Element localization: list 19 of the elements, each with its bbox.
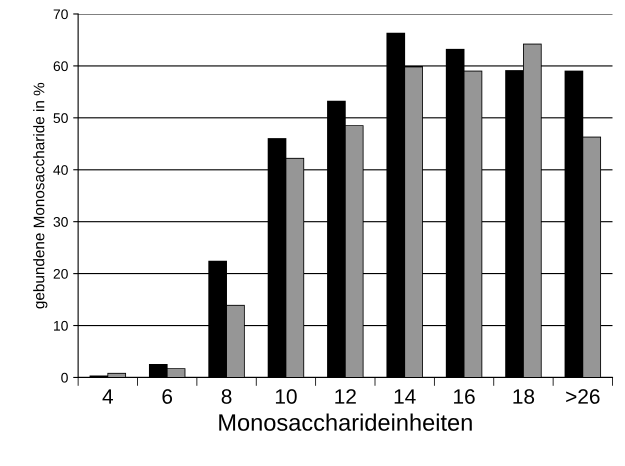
y-tick-label: 50 <box>54 113 68 123</box>
x-tick-label: 8 <box>222 389 232 404</box>
y-axis-title: gebundene Monosaccharide in % <box>33 82 48 308</box>
x-tick-label: 18 <box>513 389 534 404</box>
y-tick-label: 70 <box>54 9 68 20</box>
x-tick-label: 4 <box>102 389 113 404</box>
x-tick-label: 12 <box>335 389 356 404</box>
x-tick-label: 6 <box>162 389 172 404</box>
y-tick-label: 20 <box>54 268 68 279</box>
y-tick-label: 10 <box>54 320 68 331</box>
x-tick-label: 10 <box>276 389 297 404</box>
x-tick-label: 16 <box>454 389 475 404</box>
y-tick-label: 30 <box>53 217 68 227</box>
y-tick-label: 0 <box>61 372 68 383</box>
y-tick-label: 60 <box>54 61 68 72</box>
x-axis-title: Monosaccharideinheiten <box>219 414 472 431</box>
x-tick-label: 14 <box>394 389 416 404</box>
x-tick-label: >26 <box>566 389 600 404</box>
y-tick-label: 40 <box>53 165 68 175</box>
